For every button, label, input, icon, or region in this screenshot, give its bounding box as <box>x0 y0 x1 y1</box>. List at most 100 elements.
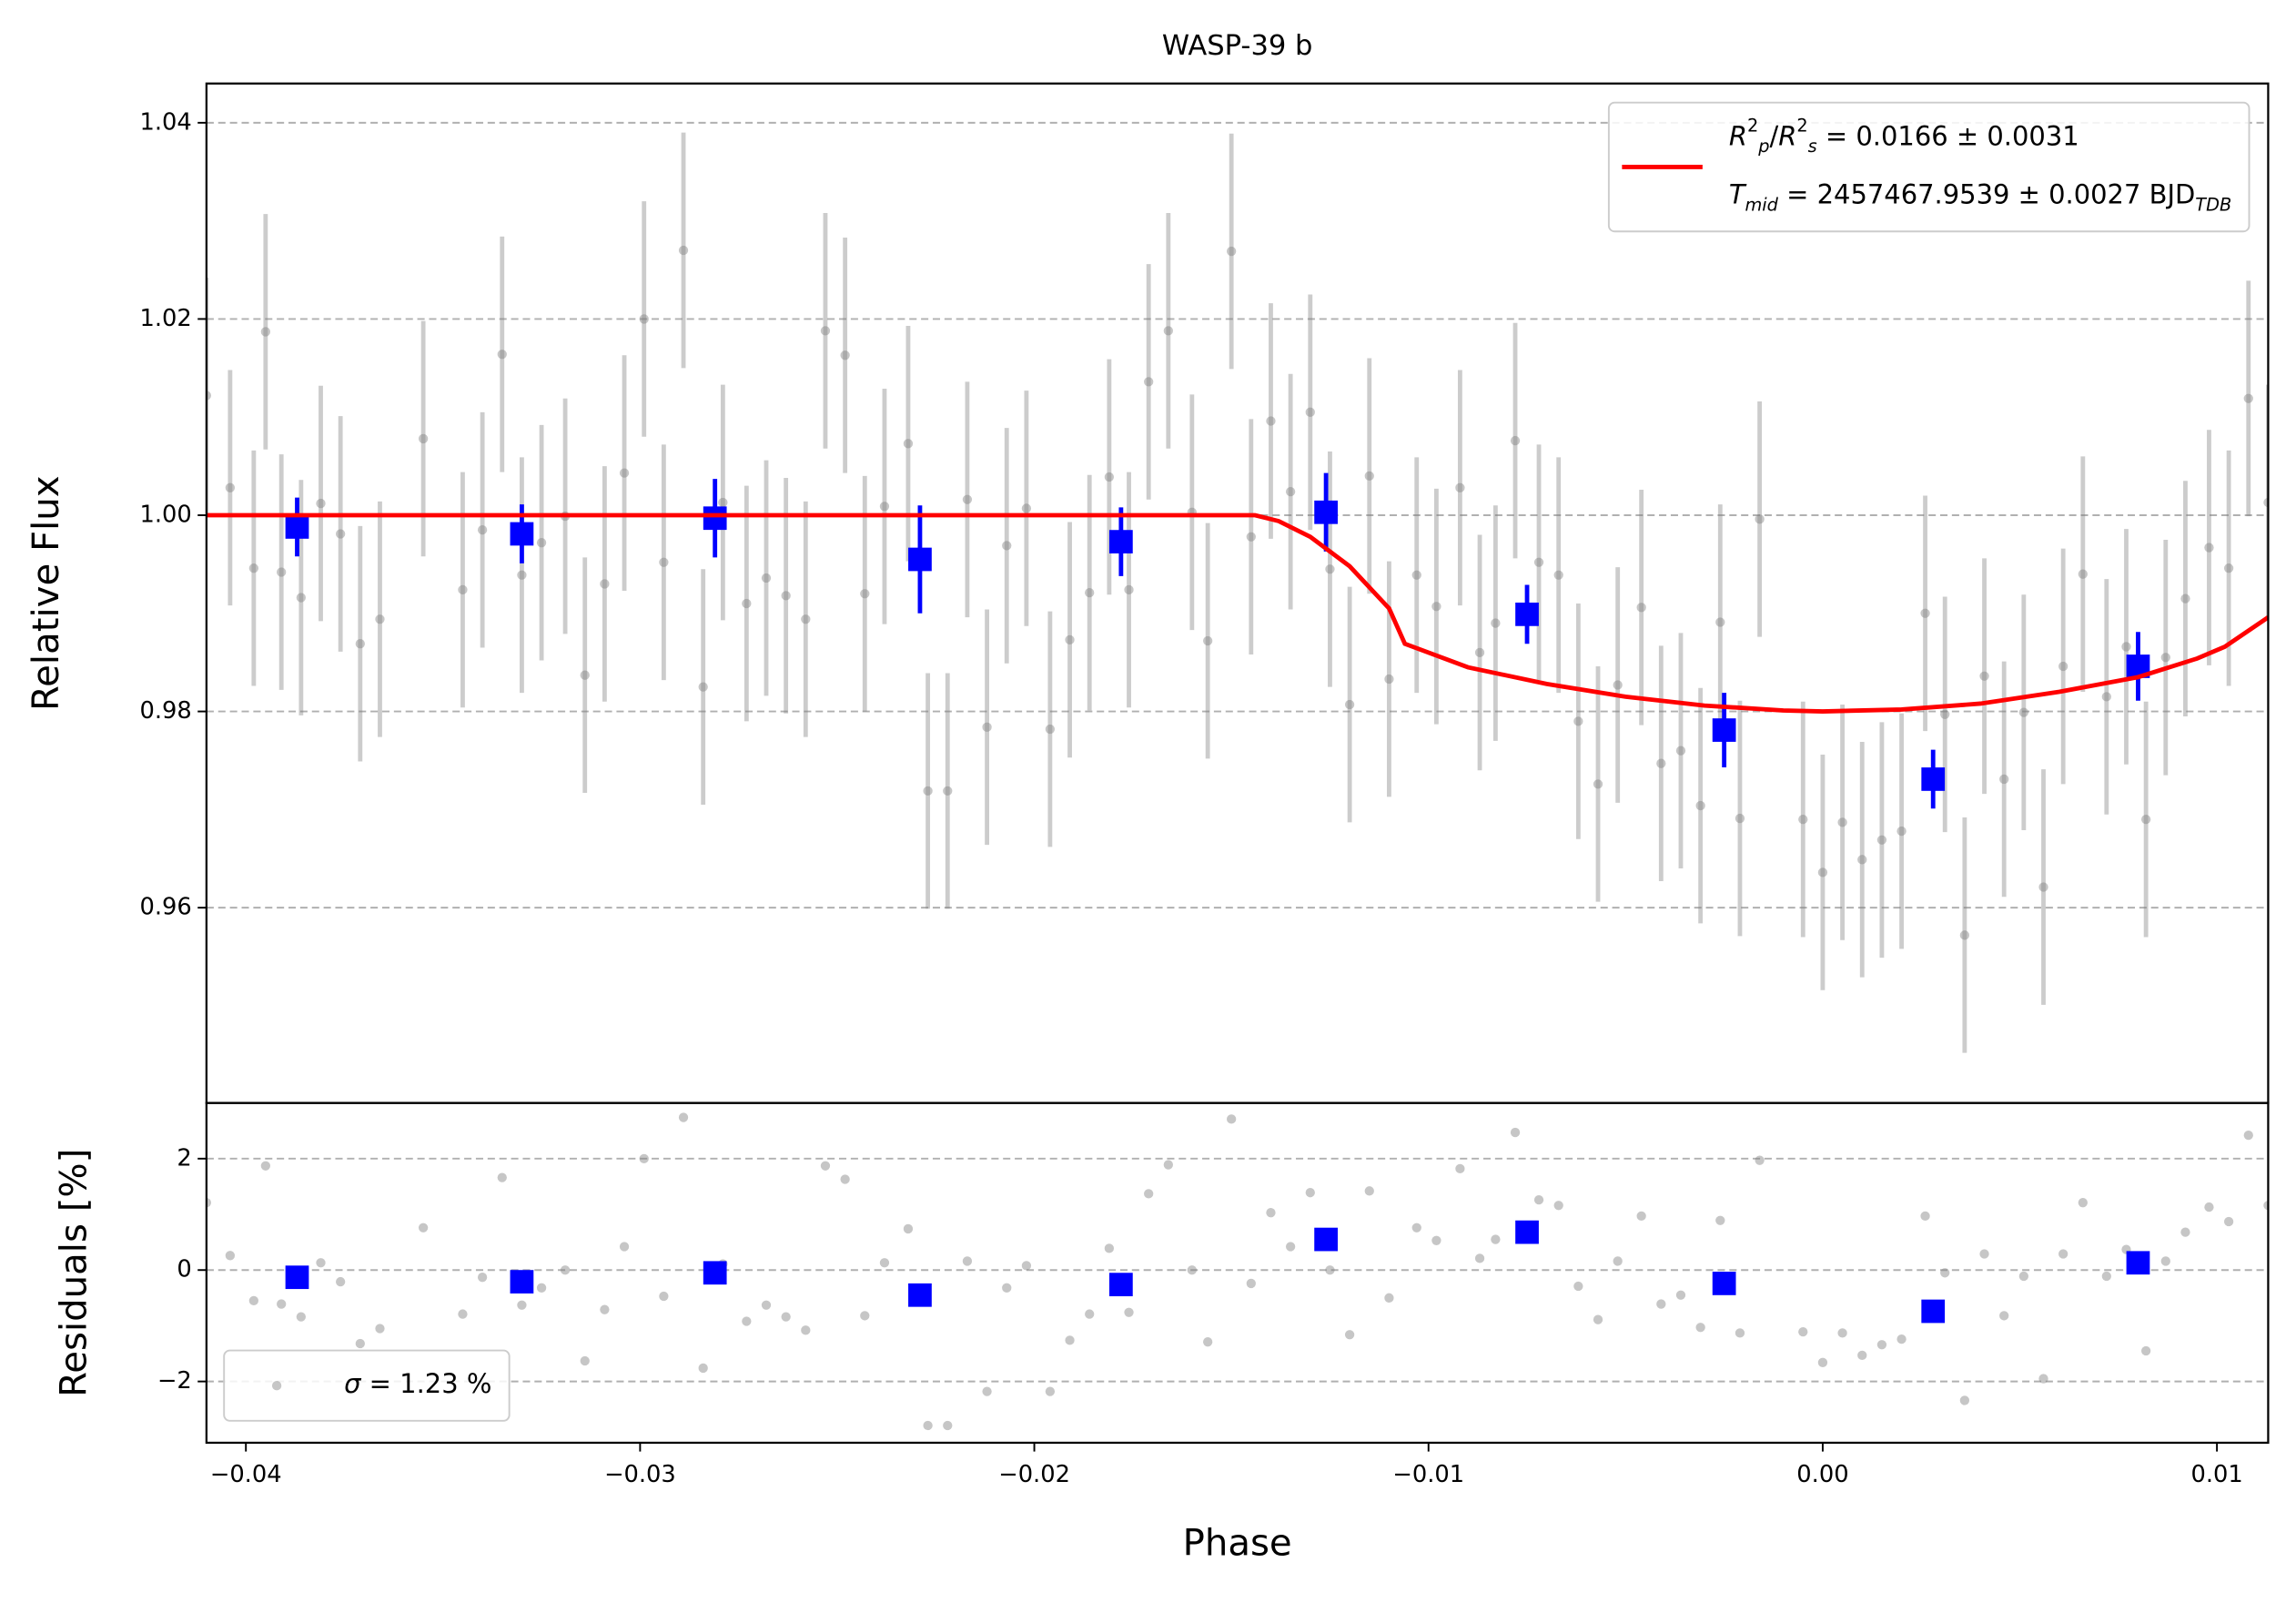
binned-point <box>1712 718 1736 742</box>
data-point <box>698 682 708 692</box>
data-point <box>1021 503 1032 513</box>
data-point <box>2160 1256 2170 1266</box>
legend-text: mid <box>1745 194 1779 215</box>
data-point <box>2160 653 2170 663</box>
data-point <box>1940 1268 1950 1278</box>
data-point <box>1755 514 1765 524</box>
data-point <box>477 525 488 535</box>
data-point <box>619 1242 630 1252</box>
axes-frame <box>205 1101 2270 1445</box>
data-point <box>1656 1299 1666 1309</box>
data-point <box>982 1386 992 1396</box>
data-point <box>698 1363 708 1374</box>
data-point <box>879 1258 890 1268</box>
legend-label: σ = 1.23 % <box>344 1368 491 1399</box>
binned-point <box>1108 530 1133 553</box>
data-point <box>1491 618 1501 628</box>
data-point <box>1491 1234 1501 1244</box>
data-point <box>820 1161 831 1171</box>
data-point <box>923 786 933 796</box>
data-point <box>1474 647 1485 658</box>
x-tick-label: −0.02 <box>998 1461 1070 1488</box>
data-point <box>580 670 590 680</box>
data-point <box>1636 603 1646 613</box>
data-point <box>1104 1243 1115 1253</box>
data-point <box>418 433 429 444</box>
data-point <box>1755 1155 1765 1165</box>
binned-point <box>703 506 727 531</box>
data-point <box>1266 1208 1276 1218</box>
data-point <box>2101 692 2111 702</box>
data-point <box>2243 393 2253 403</box>
data-point <box>458 1309 468 1319</box>
data-point <box>355 639 365 649</box>
binned-point <box>908 1283 932 1307</box>
data-point <box>225 482 236 492</box>
binned-point <box>1108 1273 1133 1297</box>
data-point <box>1798 1327 1808 1337</box>
data-point <box>742 598 752 609</box>
legend-text: = 2457467.9539 ± 0.0027 BJD <box>1778 179 2195 210</box>
data-point <box>1163 326 1173 336</box>
legend-label: Tmid = 2457467.9539 ± 0.0027 BJDTDB <box>1729 179 2231 215</box>
data-point <box>1979 1249 1989 1259</box>
legend-text: s <box>1808 135 1817 156</box>
data-point <box>801 1325 811 1335</box>
data-point <box>639 1153 649 1163</box>
data-point <box>1920 1211 1930 1222</box>
data-point <box>1593 779 1603 789</box>
data-point <box>659 557 669 567</box>
binned-point <box>1314 500 1338 524</box>
binned-point <box>1921 767 1946 791</box>
data-point <box>1876 1340 1887 1350</box>
data-point <box>962 494 973 504</box>
legend-text: / <box>1769 120 1778 151</box>
data-point <box>225 1251 236 1261</box>
data-point <box>1065 1335 1075 1345</box>
data-point <box>1940 709 1950 719</box>
data-point <box>1384 674 1394 685</box>
data-point <box>2180 1227 2190 1237</box>
data-point <box>742 1316 752 1326</box>
data-point <box>2018 707 2029 717</box>
legend-text: σ <box>344 1368 362 1399</box>
data-point <box>248 563 259 573</box>
data-point <box>1002 1283 1012 1293</box>
legend-box <box>223 1349 511 1422</box>
data-point <box>1896 1334 1907 1344</box>
data-point <box>2223 1216 2234 1227</box>
binned-point <box>285 1265 309 1290</box>
y-tick-label: 2 <box>177 1144 191 1172</box>
data-point <box>2038 1374 2048 1384</box>
binned-point <box>1921 1299 1946 1324</box>
data-point <box>296 1312 306 1322</box>
data-point <box>1144 377 1154 387</box>
data-point <box>761 1300 772 1310</box>
data-point <box>316 1258 326 1268</box>
data-point <box>1675 1290 1686 1300</box>
data-point <box>2140 1345 2151 1356</box>
plot-area <box>206 1112 2269 1431</box>
data-point <box>1735 1328 1745 1338</box>
data-point <box>860 589 870 599</box>
data-point <box>1798 814 1808 825</box>
data-point <box>1455 1163 1465 1174</box>
data-point <box>277 567 287 577</box>
data-point <box>1325 1265 1335 1275</box>
data-point <box>1305 1188 1315 1198</box>
data-point <box>1411 1223 1421 1233</box>
data-point <box>1999 1311 2009 1321</box>
data-point <box>206 391 212 401</box>
binned-point <box>908 547 932 572</box>
chart-title: WASP-39 b <box>1162 30 1313 62</box>
data-point <box>418 1223 429 1233</box>
data-point <box>2101 1271 2111 1282</box>
data-point <box>879 502 890 512</box>
data-point <box>1203 635 1213 646</box>
legend-text: T <box>1729 179 1747 210</box>
data-point <box>2121 642 2131 652</box>
legend-text: R <box>1729 120 1747 151</box>
data-point <box>2243 1130 2253 1141</box>
